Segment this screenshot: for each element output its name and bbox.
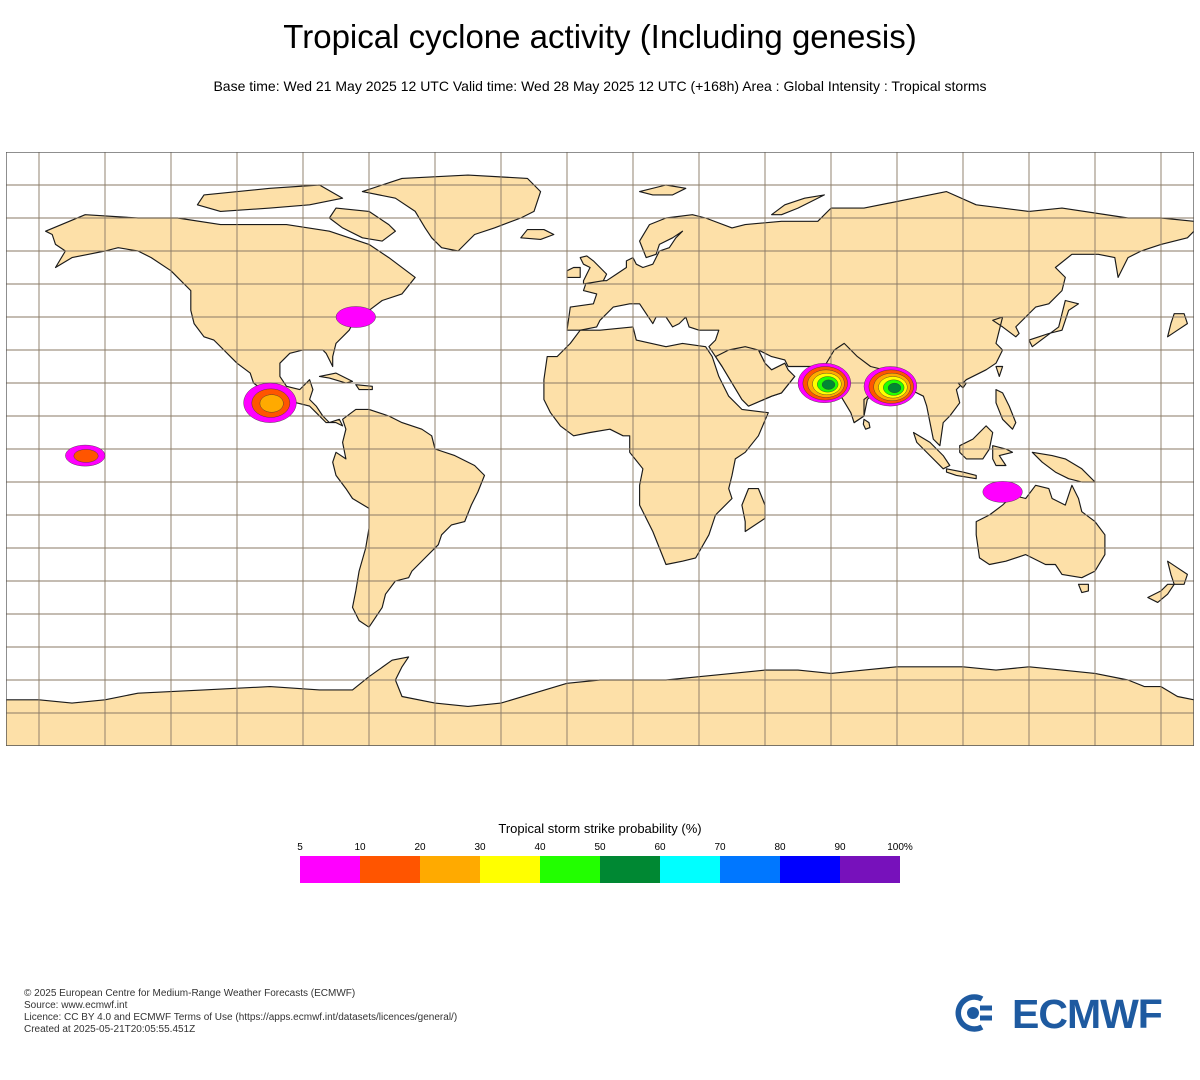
page-subtitle: Base time: Wed 21 May 2025 12 UTC Valid … bbox=[213, 78, 987, 94]
page-title: Tropical cyclone activity (Including gen… bbox=[283, 18, 917, 55]
probability-contour bbox=[335, 306, 376, 328]
legend-tick-label: 10 bbox=[354, 842, 366, 853]
legend-tick-label: 30 bbox=[474, 842, 486, 853]
licence-text: Licence: CC BY 4.0 and ECMWF Terms of Us… bbox=[24, 1012, 458, 1023]
legend-color-swatch bbox=[720, 856, 780, 883]
legend-tick-label: 50 bbox=[594, 842, 606, 853]
ecmwf-logo-dot bbox=[967, 1007, 979, 1019]
footer-credits: © 2025 European Centre for Medium-Range … bbox=[24, 988, 457, 1036]
storm-area bbox=[335, 306, 376, 328]
north-america bbox=[45, 214, 416, 427]
created-text: Created at 2025-05-21T20:05:55.451Z bbox=[24, 1024, 196, 1035]
storm-area bbox=[982, 481, 1023, 503]
legend-tick-label: 90 bbox=[834, 842, 846, 853]
greenland bbox=[361, 174, 542, 252]
ecmwf-logo: ECMWF bbox=[955, 992, 1163, 1034]
legend-color-swatch bbox=[480, 856, 540, 883]
legend-color-swatch bbox=[660, 856, 720, 883]
storm-area bbox=[863, 366, 917, 407]
arabian-peninsula bbox=[714, 346, 796, 407]
sulawesi bbox=[992, 445, 1014, 467]
tasmania bbox=[1077, 583, 1089, 594]
legend-tick-label: 20 bbox=[414, 842, 426, 853]
probability-contour bbox=[73, 449, 99, 463]
arctic-islands bbox=[196, 184, 344, 212]
probability-contour bbox=[887, 382, 902, 393]
source-text: Source: www.ecmwf.int bbox=[24, 1000, 128, 1011]
legend-tick-label: 80 bbox=[774, 842, 786, 853]
baffin-island bbox=[328, 207, 396, 242]
taiwan bbox=[995, 365, 1004, 377]
legend-color-swatch bbox=[540, 856, 600, 883]
storm-probability-areas bbox=[65, 306, 1023, 503]
great-britain bbox=[579, 255, 608, 285]
svalbard bbox=[639, 184, 687, 196]
legend-tick-label: 40 bbox=[534, 842, 546, 853]
new-zealand-north bbox=[1167, 560, 1188, 585]
japan bbox=[1028, 299, 1080, 348]
legend-color-swatch bbox=[600, 856, 660, 883]
legend-tick-label: 5 bbox=[297, 842, 303, 853]
iceland bbox=[520, 228, 555, 241]
sumatra bbox=[912, 431, 951, 470]
probability-contour bbox=[982, 481, 1023, 503]
legend-color-swatch bbox=[360, 856, 420, 883]
legend-title: Tropical storm strike probability (%) bbox=[498, 821, 702, 836]
legend-color-swatch bbox=[300, 856, 360, 883]
legend-color-swatch bbox=[420, 856, 480, 883]
africa bbox=[543, 326, 769, 566]
legend-tick-label: 70 bbox=[714, 842, 726, 853]
legend-color-swatch bbox=[780, 856, 840, 883]
world-map bbox=[6, 152, 1194, 746]
hispaniola bbox=[355, 384, 373, 391]
graticule bbox=[6, 152, 1194, 746]
philippines bbox=[995, 389, 1017, 430]
probability-contour bbox=[821, 379, 836, 390]
legend-color-swatch bbox=[840, 856, 900, 883]
probability-contour bbox=[259, 394, 284, 413]
legend-colorbar bbox=[300, 856, 900, 883]
copyright-text: © 2025 European Centre for Medium-Range … bbox=[24, 988, 356, 999]
storm-area bbox=[797, 363, 851, 403]
novaya-zemlya bbox=[771, 194, 825, 216]
sri-lanka bbox=[862, 418, 871, 430]
ecmwf-logo-mark bbox=[955, 994, 992, 1032]
legend-ticks: 5 10 20 30 40 50 60 70 80 90 100% bbox=[297, 842, 913, 854]
storm-area bbox=[65, 444, 106, 467]
legend-tick-label: 100% bbox=[887, 842, 913, 853]
legend-tick-label: 60 bbox=[654, 842, 666, 853]
ecmwf-logo-text: ECMWF bbox=[1012, 992, 1162, 1034]
storm-area bbox=[243, 382, 297, 423]
cuba bbox=[318, 372, 354, 384]
